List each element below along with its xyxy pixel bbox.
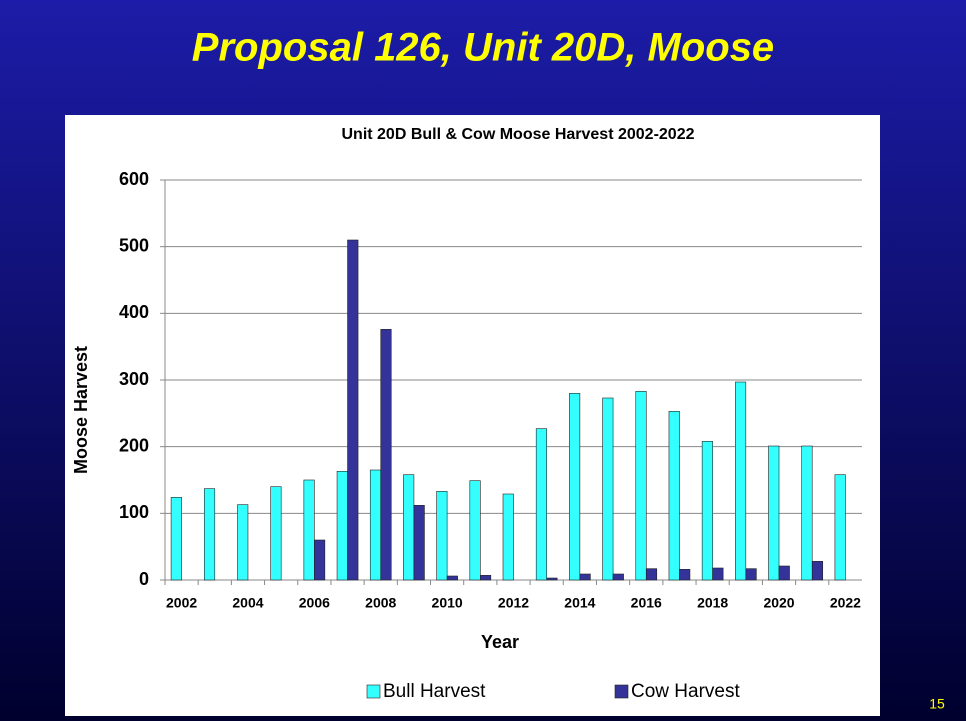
bar	[469, 480, 481, 581]
y-tick-label: 100	[119, 502, 149, 522]
bar	[436, 491, 448, 581]
x-tick-label: 2010	[432, 595, 463, 611]
page-number: 15	[929, 696, 945, 712]
legend-label: Cow Harvest	[631, 681, 740, 702]
bar	[735, 381, 747, 581]
bar	[314, 539, 326, 581]
bar	[668, 411, 680, 581]
bar	[403, 474, 415, 581]
bar	[446, 575, 458, 581]
bar	[701, 441, 713, 581]
bar	[203, 488, 216, 581]
x-tick-label: 2006	[299, 595, 330, 611]
bar	[778, 565, 790, 581]
bar	[712, 567, 724, 581]
bar	[170, 497, 182, 581]
bar	[745, 568, 757, 581]
bar	[679, 569, 691, 581]
bar	[480, 575, 492, 581]
chart-title: Unit 20D Bull & Cow Moose Harvest 2002-2…	[341, 126, 694, 143]
x-tick-label: 2012	[498, 595, 529, 611]
x-tick-label: 2014	[564, 595, 595, 611]
x-tick-label: 2022	[830, 595, 861, 611]
y-tick-label: 400	[119, 302, 149, 322]
bar	[380, 329, 392, 581]
bar	[834, 474, 846, 581]
bar	[303, 479, 315, 581]
x-tick-label: 2018	[697, 595, 728, 611]
chart-area	[65, 115, 880, 716]
legend-label: Bull Harvest	[383, 681, 486, 702]
bar	[579, 573, 591, 581]
bar	[413, 505, 425, 581]
bar	[811, 561, 824, 581]
bar	[347, 239, 359, 581]
bar	[369, 469, 382, 581]
x-tick-label: 2020	[763, 595, 794, 611]
x-axis-label: Year	[481, 632, 519, 652]
slide-title: Proposal 126, Unit 20D, Moose	[192, 26, 774, 70]
bar	[645, 568, 658, 581]
legend-swatch	[366, 684, 381, 699]
bar	[237, 504, 249, 581]
bar	[768, 445, 780, 581]
bar	[546, 577, 558, 581]
bar	[569, 393, 581, 581]
bar	[535, 428, 547, 581]
y-tick-label: 200	[119, 435, 149, 455]
y-tick-label: 500	[119, 235, 149, 255]
x-tick-label: 2016	[631, 595, 662, 611]
bar	[270, 486, 282, 581]
x-tick-label: 2008	[365, 595, 396, 611]
bar	[602, 397, 614, 581]
bar	[801, 445, 813, 581]
bar	[635, 391, 647, 581]
x-tick-label: 2002	[166, 595, 197, 611]
y-axis-label: Moose Harvest	[71, 346, 91, 474]
y-tick-label: 300	[119, 369, 149, 389]
x-tick-label: 2004	[232, 595, 263, 611]
legend-swatch	[614, 684, 629, 699]
bar	[502, 493, 514, 581]
y-tick-label: 0	[139, 569, 149, 589]
y-tick-label: 600	[119, 169, 149, 189]
bar	[336, 471, 348, 581]
bar	[612, 573, 624, 581]
